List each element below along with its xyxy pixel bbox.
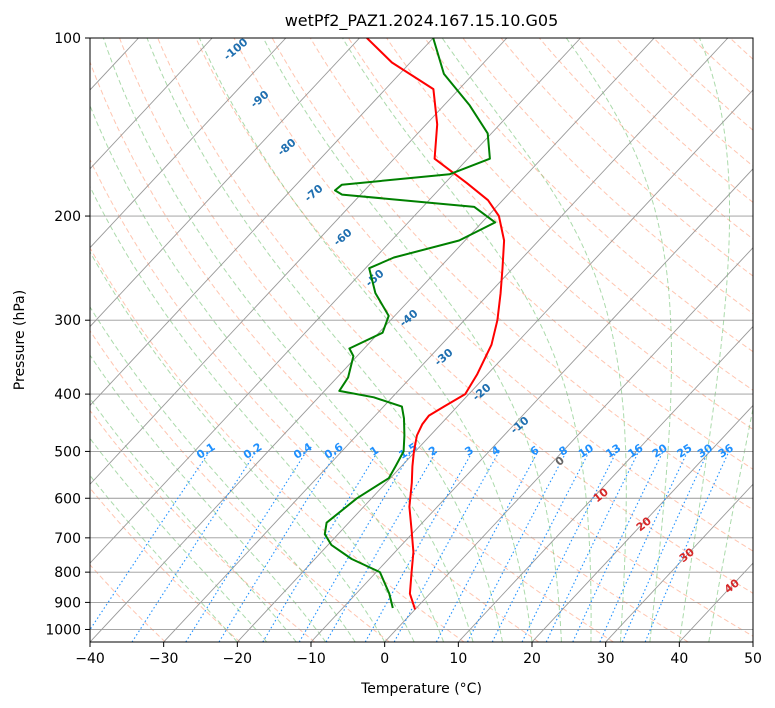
dry-adiabat-line <box>500 38 753 277</box>
y-tick-label: 600 <box>54 491 81 507</box>
y-tick-label: 500 <box>54 444 81 460</box>
chart-title: wetPf2_PAZ1.2024.167.15.10.G05 <box>285 11 559 31</box>
moist-adiabat-line <box>90 354 327 642</box>
x-axis-label: Temperature (°C) <box>360 681 482 697</box>
mixing-ratio-line <box>521 451 618 642</box>
x-tick-label: 30 <box>597 651 615 667</box>
moist-adiabat-line <box>262 38 562 642</box>
dry-adiabat-line <box>309 38 753 470</box>
mixing-ratio-line <box>491 451 590 642</box>
moist-adiabat-line <box>708 406 753 642</box>
plot-frame <box>89 37 754 643</box>
x-tick-label: 20 <box>523 651 541 667</box>
dry-adiabat-line <box>577 38 753 203</box>
y-tick-label: 700 <box>54 531 81 547</box>
x-tick-label: −20 <box>223 651 253 667</box>
x-tick-label: 10 <box>449 651 467 667</box>
isotherm-line <box>90 38 655 642</box>
mixing-ratio-line <box>90 451 211 631</box>
moist-adiabat-line <box>342 38 592 642</box>
dry-adiabat-line <box>90 246 465 642</box>
dry-adiabat-line <box>233 38 753 552</box>
isotherm-line <box>90 38 581 564</box>
series-layer <box>323 38 506 610</box>
isotherm-line <box>384 247 753 642</box>
y-tick-label: 1000 <box>45 622 81 638</box>
y-tick-label: 300 <box>54 313 81 329</box>
isotherm-line <box>90 38 287 249</box>
isotherm-line <box>90 38 434 407</box>
temperature-profile-line <box>366 38 506 610</box>
mixing-ratio-line <box>185 451 307 642</box>
moist-adiabat-line <box>90 250 386 642</box>
isotherm-line <box>310 168 753 642</box>
x-tick-label: −10 <box>296 651 326 667</box>
moist-adiabat-line <box>90 306 356 642</box>
isotherm-line <box>90 38 213 170</box>
dry-adiabat-line <box>348 38 753 431</box>
moist-adiabat-line <box>565 38 672 642</box>
x-tick-label: 40 <box>670 651 688 667</box>
isotherm-line <box>90 38 360 328</box>
y-tick-label: 200 <box>54 209 81 225</box>
moist-adiabat-line <box>102 38 474 642</box>
dry-adiabat-line <box>90 329 390 642</box>
mixing-ratio-line <box>644 451 730 642</box>
mixing-ratio-line <box>621 451 709 642</box>
dry-adiabat-line <box>157 38 753 637</box>
moist-adiabat-line <box>441 38 627 642</box>
mixing-ratio-line <box>435 451 539 642</box>
isotherm-line <box>605 483 753 642</box>
x-tick-label: 50 <box>744 651 762 667</box>
mixing-ratio-line <box>364 451 474 642</box>
plot-background <box>90 38 753 642</box>
isotherm-line <box>458 325 753 642</box>
dewpoint-profile-line <box>323 38 497 609</box>
isotherm-line <box>90 38 508 485</box>
moist-adiabat-line <box>146 38 503 642</box>
isotherm-line <box>163 38 729 642</box>
y-tick-label: 800 <box>54 565 81 581</box>
grid-layer <box>90 38 753 642</box>
moist-adiabat-line <box>90 474 238 642</box>
moist-adiabat-line <box>90 104 445 642</box>
dry-adiabat-line <box>424 38 753 353</box>
moist-adiabat-line <box>198 38 533 642</box>
y-axis-label: Pressure (hPa) <box>12 290 28 390</box>
x-tick-label: −30 <box>149 651 179 667</box>
moist-adiabat-line <box>678 38 730 642</box>
axis-ticks: −40 −30 −20 −10 0 10 20 30 40 50 100 200 300 400 500 60… <box>45 31 762 667</box>
dry-adiabat-line <box>462 38 753 315</box>
moist-adiabat-line <box>90 437 268 642</box>
mixing-ratio-line <box>393 451 500 642</box>
y-tick-label: 100 <box>54 31 81 47</box>
dry-adiabat-line <box>386 38 753 391</box>
x-tick-label: 0 <box>380 651 389 667</box>
isotherm-line <box>531 404 753 642</box>
isotherm-line <box>237 89 753 642</box>
y-tick-label: 400 <box>54 387 81 403</box>
dry-adiabat-line <box>90 487 241 642</box>
x-tick-label: −40 <box>75 651 105 667</box>
y-tick-label: 900 <box>54 595 81 611</box>
dry-adiabat-line <box>195 38 753 594</box>
dry-adiabat-line <box>90 158 540 642</box>
dry-adiabat-line <box>271 38 753 511</box>
mixing-ratio-line <box>131 451 257 642</box>
mixing-ratio-line <box>218 451 338 642</box>
